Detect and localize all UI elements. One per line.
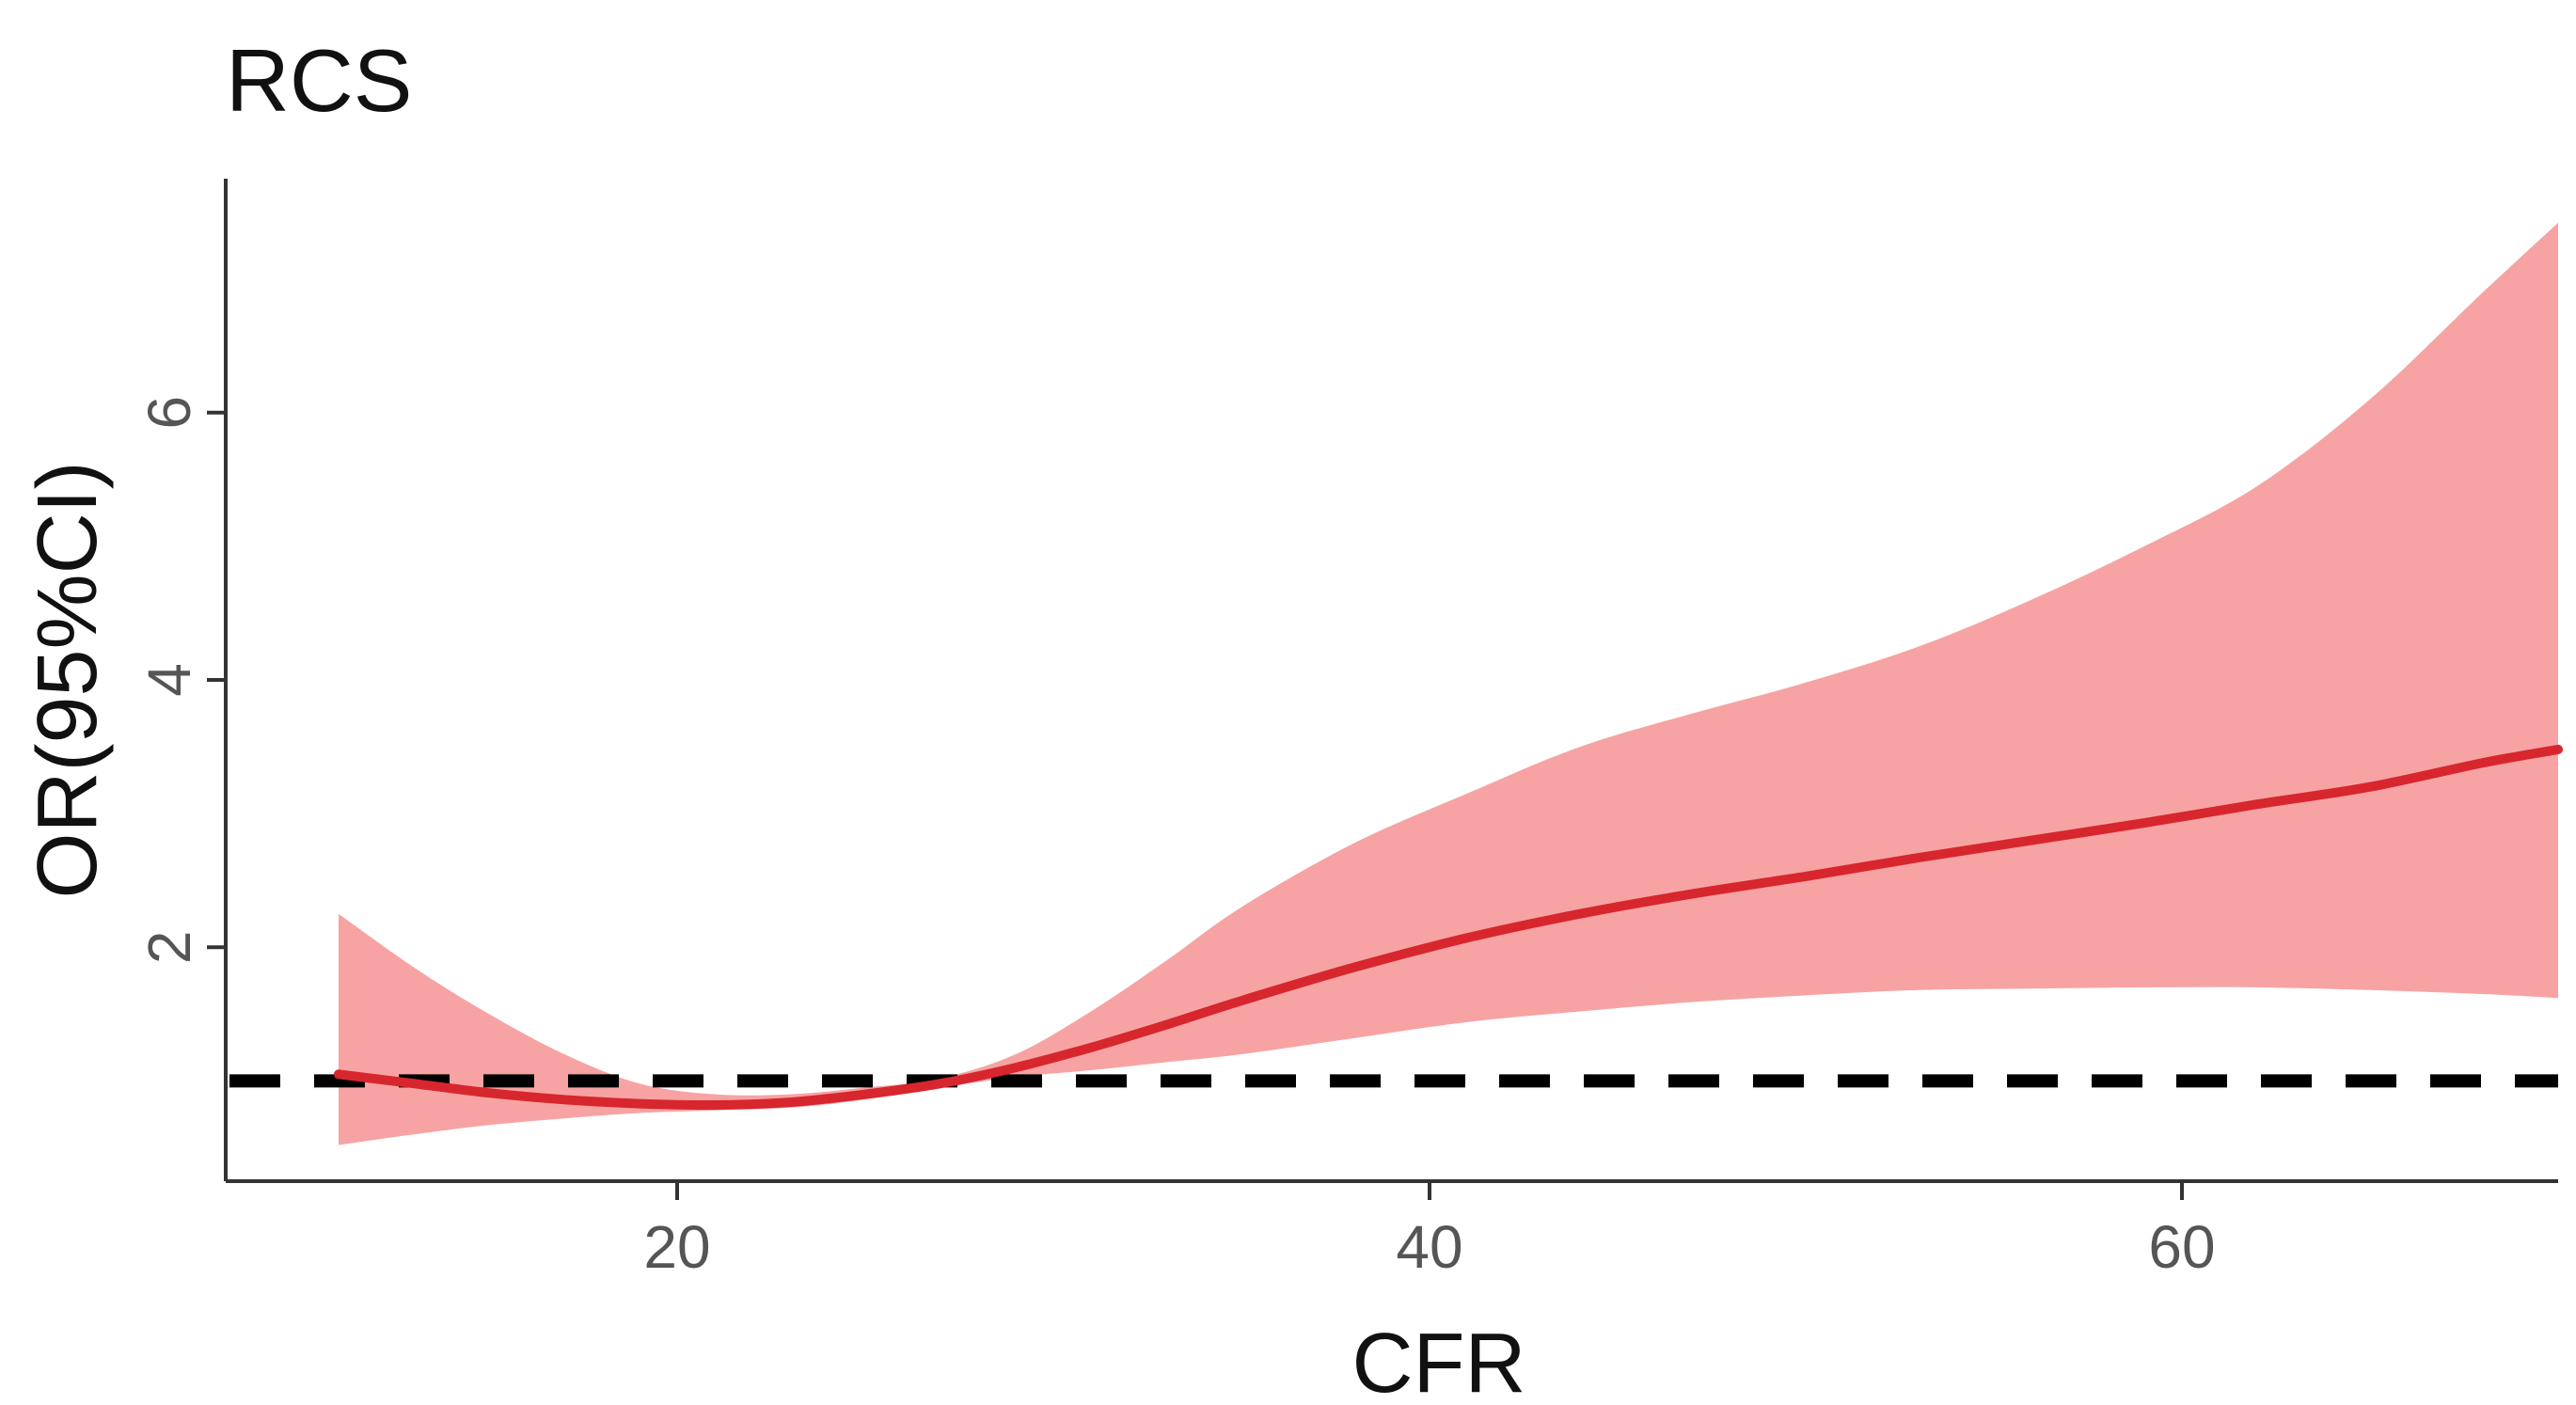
y-tick-label: 4	[135, 663, 203, 697]
x-axis-label: CFR	[1352, 1317, 1526, 1405]
y-axis-label: OR(95%CI)	[21, 461, 115, 898]
chart-title: RCS	[226, 31, 412, 130]
x-tick-label: 20	[643, 1213, 710, 1281]
plot-area	[229, 222, 2563, 1145]
x-tick-label: 40	[1396, 1213, 1462, 1281]
x-axis-ticks: 20 40 60	[643, 1181, 2216, 1281]
or-curve	[334, 744, 2563, 1111]
confidence-ribbon	[339, 222, 2558, 1145]
y-tick-label: 6	[135, 396, 203, 430]
x-tick-label: 60	[2148, 1213, 2215, 1281]
y-tick-label: 2	[135, 930, 203, 964]
y-axis-ticks: 2 4 6	[135, 396, 226, 964]
